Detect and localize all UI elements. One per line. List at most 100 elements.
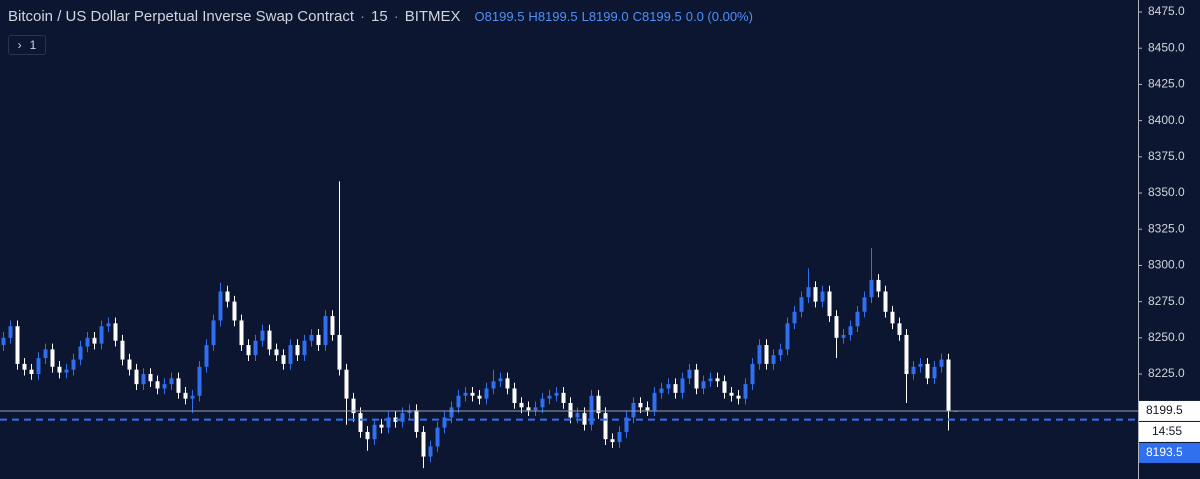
candle-body [449, 407, 454, 418]
candle-body [820, 291, 825, 302]
candle-body [918, 363, 923, 367]
y-tick-label: 8225.0 [1148, 366, 1185, 380]
y-tick-label: 8375.0 [1148, 149, 1185, 163]
candle-body [274, 349, 279, 356]
candle-body [29, 369, 34, 375]
candle-body [554, 392, 559, 396]
candle-body [638, 402, 643, 408]
candle-body [351, 398, 356, 414]
candle-body [204, 345, 209, 367]
candle-body [785, 323, 790, 350]
candle-body [162, 384, 167, 389]
candle-body [442, 417, 447, 428]
ohlc-item: L8199.0 [582, 9, 629, 24]
candle-body [190, 395, 195, 399]
y-tick-label: 8400.0 [1148, 113, 1185, 127]
candle-body [939, 359, 944, 367]
ohlc-value: 8199.5 [537, 9, 578, 24]
candle-body [904, 334, 909, 375]
ohlc-label: L [581, 9, 589, 24]
status-line: O8199.5 H8199.5 L8199.0 C8199.5 0.0 (0.00%) [475, 9, 757, 24]
candle-body [946, 359, 951, 411]
candle-body [176, 378, 181, 393]
candle-body [876, 279, 881, 292]
candle-body [533, 407, 538, 411]
candle-body [498, 378, 503, 382]
candle-body [519, 402, 524, 408]
candle-body [491, 381, 496, 389]
candle-body [771, 355, 776, 364]
countdown-label: 14:55 [1152, 424, 1182, 438]
candle-body [743, 384, 748, 399]
candle-body [680, 378, 685, 393]
header: Bitcoin / US Dollar Perpetual Inverse Sw… [8, 8, 757, 25]
candle-body [330, 316, 335, 335]
candle-body [624, 417, 629, 432]
candle-body [582, 413, 587, 425]
candle-body [127, 359, 132, 370]
candle-body [344, 369, 349, 399]
candle-body [568, 402, 573, 418]
candle-body [85, 337, 90, 347]
candle-body [295, 345, 300, 356]
candle-body [722, 381, 727, 393]
candle-body [239, 320, 244, 346]
candle-body [260, 330, 265, 341]
candle-body [589, 395, 594, 425]
candle-body [540, 398, 545, 408]
candle-body [365, 431, 370, 440]
candle-body [148, 374, 153, 382]
candle-body [267, 330, 272, 350]
candle-body [897, 323, 902, 335]
candle-body [883, 291, 888, 312]
candle-body [372, 424, 377, 440]
candle-body [218, 291, 223, 321]
interval[interactable]: 15 [371, 8, 388, 25]
ohlc-label: O [474, 9, 485, 24]
candle-body [78, 346, 83, 360]
candle-body [15, 326, 20, 364]
y-tick-label: 8450.0 [1148, 40, 1185, 54]
candle-body [673, 384, 678, 393]
indicators-toggle[interactable]: › 1 [8, 35, 46, 55]
candle-body [526, 407, 531, 411]
ohlc-value: 8199.5 [484, 9, 525, 24]
candle-body [120, 340, 125, 360]
candle-body [596, 395, 601, 414]
y-tick-label: 8350.0 [1148, 185, 1185, 199]
candle-body [848, 326, 853, 335]
candle-body [393, 417, 398, 422]
ohlc-value: 8199.0 [588, 9, 629, 24]
candle-body [561, 392, 566, 403]
separator: · [393, 8, 399, 25]
candle-body [36, 358, 41, 375]
candle-body [197, 366, 202, 396]
candle-body [834, 316, 839, 338]
candle-body [316, 334, 321, 346]
candle-body [246, 345, 251, 356]
ohlc-label: H [528, 9, 538, 24]
candle-body [358, 413, 363, 432]
candle-body [694, 369, 699, 389]
y-tick-label: 8275.0 [1148, 294, 1185, 308]
last-price-label: 8199.5 [1146, 403, 1183, 417]
candle-body [155, 381, 160, 389]
candle-body [505, 378, 510, 389]
ohlc-item: H8199.5 [528, 9, 577, 24]
chevron-icon: › [17, 38, 22, 52]
candle-body [323, 316, 328, 346]
ohlc-item: C8199.5 [633, 9, 682, 24]
candle-body [302, 340, 307, 356]
candle-body [169, 378, 174, 385]
exchange: BITMEX [404, 8, 461, 25]
candle-body [645, 407, 650, 411]
candle-body [708, 378, 713, 382]
candle-body [225, 291, 230, 302]
y-tick-label: 8475.0 [1148, 4, 1185, 18]
candle-body [43, 349, 48, 359]
candle-body [841, 334, 846, 338]
candle-body [932, 366, 937, 379]
candle-body [470, 392, 475, 396]
